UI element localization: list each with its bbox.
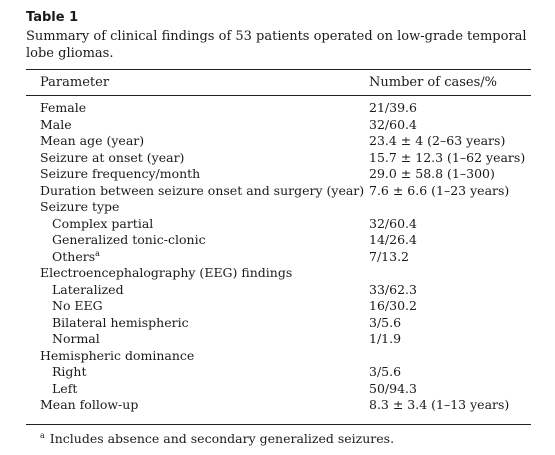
table-row: Seizure type	[0, 199, 555, 216]
row-parameter: Female	[40, 100, 86, 117]
row-parameter-text: Seizure type	[40, 199, 120, 214]
row-parameter: Male	[40, 117, 72, 134]
table-row: Seizure frequency/month 29.0 ± 58.8 (1–30…	[0, 166, 555, 183]
row-parameter-text: Hemispheric dominance	[40, 347, 195, 363]
row-value: 33/62.3	[369, 281, 417, 297]
row-value: 14/26.4	[369, 232, 417, 247]
row-parameter-text: Seizure at onset (year)	[40, 149, 185, 165]
table-row: Duration between seizure onset and surge…	[0, 183, 555, 200]
row-value: 29.0 ± 58.8 (1–300)	[369, 166, 495, 181]
row-parameter-text: No EEG	[52, 298, 103, 313]
row-value: 3/5.6	[369, 364, 402, 379]
row-value: 16/30.2	[369, 298, 417, 313]
row-parameter: Normal	[52, 331, 100, 348]
table-row: Right 3/5.6	[0, 364, 555, 381]
row-value: 32/60.4	[369, 116, 417, 132]
row-parameter: Lateralized	[52, 282, 124, 299]
table-row: Mean follow-up 8.3 ± 3.4 (1–13 years)	[0, 397, 555, 414]
row-parameter: No EEG	[52, 298, 103, 315]
row-parameter-text: Left	[52, 380, 78, 396]
row-value: 50/94.3	[369, 380, 417, 396]
row-parameter: Seizure type	[40, 199, 119, 216]
row-value: 8.3 ± 3.4 (1–13 years)	[369, 397, 510, 412]
row-parameter: Right	[52, 364, 87, 381]
header-rule	[26, 95, 531, 96]
row-parameter: Seizure frequency/month	[40, 166, 200, 183]
footnote-text: Includes absence and secondary generaliz…	[49, 431, 395, 446]
row-parameter: Bilateral hemispheric	[52, 315, 189, 332]
table-row: No EEG 16/30.2	[0, 298, 555, 315]
table-footnote: a Includes absence and secondary generali…	[40, 430, 394, 447]
row-parameter: Mean age (year)	[40, 133, 144, 150]
row-parameter-text: Bilateral hemispheric	[52, 314, 189, 330]
row-parameter-text: Duration between seizure onset and surge…	[40, 182, 365, 198]
row-parameter: Electroencephalography (EEG) findings	[40, 265, 292, 282]
row-parameter: Complex partial	[52, 216, 153, 233]
row-parameter-text: Generalized tonic-clonic	[52, 232, 206, 247]
table-row: Mean age (year) 23.4 ± 4 (2–63 years)	[0, 133, 555, 150]
row-parameter: Hemispheric dominance	[40, 348, 194, 365]
footnote-mark: a	[40, 430, 45, 440]
row-parameter: Mean follow-up	[40, 397, 138, 414]
row-parameter-text: Normal	[52, 331, 100, 346]
table-row: Lateralized 33/62.3	[0, 282, 555, 299]
table-row: Hemispheric dominance	[0, 348, 555, 365]
row-parameter-text: Others	[52, 248, 96, 264]
row-parameter-text: Male	[40, 116, 72, 132]
table-row: Complex partial 32/60.4	[0, 216, 555, 233]
column-header-number-of-cases: Number of cases/%	[369, 75, 498, 90]
column-header-parameter: Parameter	[40, 75, 110, 90]
table-row: Normal 1/1.9	[0, 331, 555, 348]
row-parameter-text: Seizure frequency/month	[40, 166, 201, 181]
table-row: Bilateral hemispheric 3/5.6	[0, 315, 555, 332]
row-value: 32/60.4	[369, 215, 417, 231]
table-body: Female 21/39.6 Male 32/60.4 Mean age (year) 2…	[0, 100, 555, 414]
table-row: Female 21/39.6	[0, 100, 555, 117]
row-parameter: Left	[52, 381, 77, 398]
row-parameter-text: Female	[40, 100, 87, 115]
row-parameter: Othersa	[52, 249, 100, 266]
row-parameter-text: Mean age (year)	[40, 133, 145, 148]
row-parameter-text: Mean follow-up	[40, 397, 139, 412]
row-footnote-mark: a	[95, 248, 100, 258]
table-row: Generalized tonic-clonic 14/26.4	[0, 232, 555, 249]
row-parameter-text: Lateralized	[52, 281, 124, 297]
table-caption: Summary of clinical findings of 53 patie…	[26, 29, 527, 61]
row-parameter: Seizure at onset (year)	[40, 150, 184, 167]
row-value: 21/39.6	[369, 100, 417, 115]
top-rule	[26, 69, 531, 70]
row-value: 7/13.2	[369, 248, 409, 264]
row-parameter-text: Right	[52, 364, 87, 379]
row-value: 15.7 ± 12.3 (1–62 years)	[369, 149, 526, 165]
row-parameter-text: Electroencephalography (EEG) findings	[40, 265, 293, 280]
table-row: Seizure at onset (year) 15.7 ± 12.3 (1–62…	[0, 150, 555, 167]
row-value: 3/5.6	[369, 314, 402, 330]
table-row: Othersa 7/13.2	[0, 249, 555, 266]
row-value: 7.6 ± 6.6 (1–23 years)	[369, 182, 510, 198]
row-parameter-text: Complex partial	[52, 215, 154, 231]
table-row: Electroencephalography (EEG) findings	[0, 265, 555, 282]
bottom-rule	[26, 424, 531, 425]
table-row: Male 32/60.4	[0, 117, 555, 134]
row-parameter: Generalized tonic-clonic	[52, 232, 206, 249]
table-label: Table 1	[26, 10, 79, 25]
table-row: Left 50/94.3	[0, 381, 555, 398]
row-parameter: Duration between seizure onset and surge…	[40, 183, 364, 200]
row-value: 23.4 ± 4 (2–63 years)	[369, 133, 506, 148]
row-value: 1/1.9	[369, 331, 402, 346]
